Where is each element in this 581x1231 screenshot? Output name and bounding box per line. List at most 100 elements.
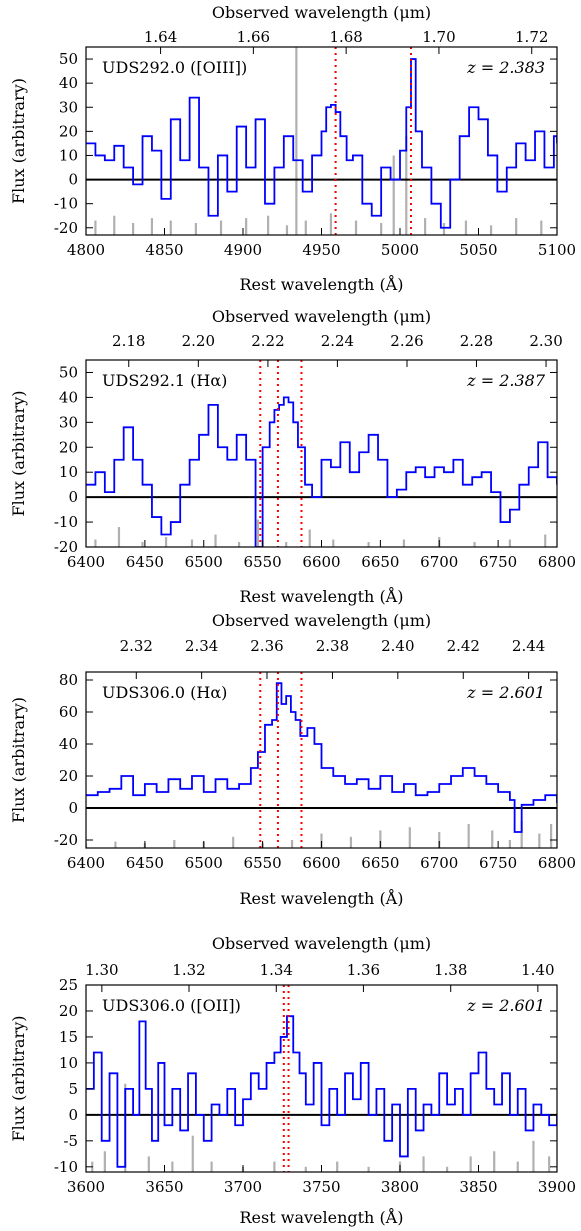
- x-tick-label: 6450: [126, 854, 164, 872]
- y-axis-label: Flux (arbitrary): [9, 697, 28, 823]
- top-tick-label: 2.18: [112, 332, 145, 350]
- top-tick-label: 1.30: [85, 961, 118, 979]
- x-tick-label: 6600: [302, 553, 340, 571]
- top-tick-label: 2.30: [529, 332, 562, 350]
- y-tick-label: 0: [68, 488, 78, 506]
- x-tick-label: 6700: [420, 854, 458, 872]
- x-tick-label: 6750: [479, 854, 517, 872]
- top-tick-label: 2.32: [120, 637, 153, 655]
- redshift-label: z = 2.601: [466, 996, 545, 1015]
- y-axis-label: Flux (arbitrary): [9, 78, 28, 204]
- top-tick-label: 1.34: [260, 961, 293, 979]
- top-tick-label: 2.24: [321, 332, 354, 350]
- top-tick-label: 2.44: [512, 637, 545, 655]
- redshift-label: z = 2.387: [466, 371, 546, 390]
- top-tick-label: 1.70: [422, 28, 455, 46]
- y-axis-label: Flux (arbitrary): [9, 391, 28, 517]
- panel-4: 3600 3650 3700 3750 3800 3850 3900-10-50510152…: [9, 934, 576, 1227]
- x-tick-label: 3800: [381, 1178, 419, 1196]
- top-axis-label: Observed wavelength (μm): [212, 307, 431, 326]
- top-tick-label: 2.36: [250, 637, 283, 655]
- y-tick-label: 40: [59, 735, 78, 753]
- x-tick-label: 6700: [420, 553, 458, 571]
- x-tick-label: 6800: [538, 854, 576, 872]
- panel-label: UDS292.0 ([OIII]): [102, 58, 247, 77]
- x-axis-label: Rest wavelength (Å): [240, 586, 404, 606]
- top-axis-label: Observed wavelength (μm): [212, 934, 431, 953]
- x-axis-label: Rest wavelength (Å): [240, 274, 404, 294]
- x-tick-label: 4900: [224, 241, 262, 259]
- x-tick-label: 3900: [538, 1178, 576, 1196]
- top-tick-label: 1.38: [434, 961, 467, 979]
- top-tick-label: 2.38: [316, 637, 349, 655]
- y-tick-label: 50: [59, 50, 78, 68]
- spectrum-line: [86, 1016, 557, 1167]
- top-tick-label: 2.42: [447, 637, 480, 655]
- redshift-label: z = 2.601: [466, 683, 545, 702]
- x-tick-label: 6550: [244, 553, 282, 571]
- x-tick-label: 6450: [126, 553, 164, 571]
- panel-3: 6400 6450 6500 6550 6600 6650 6700 6750 6800 -20 0…: [9, 611, 576, 908]
- y-tick-label: 10: [59, 146, 78, 164]
- spectrum-line: [86, 683, 557, 832]
- top-tick-label: 2.26: [390, 332, 423, 350]
- x-axis-label: Rest wavelength (Å): [240, 888, 404, 908]
- y-tick-label: -20: [54, 219, 78, 237]
- top-tick-label: 1.68: [329, 28, 362, 46]
- top-tick-label: 2.40: [381, 637, 414, 655]
- y-tick-label: 10: [59, 1054, 78, 1072]
- top-tick-label: 2.34: [185, 637, 218, 655]
- y-tick-label: 0: [68, 171, 78, 189]
- x-tick-label: 6750: [479, 553, 517, 571]
- y-tick-label: 60: [59, 703, 78, 721]
- x-tick-label: 6550: [244, 854, 282, 872]
- x-tick-label: 6650: [361, 553, 399, 571]
- y-tick-label: 15: [59, 1028, 78, 1046]
- top-tick-label: 2.28: [460, 332, 493, 350]
- y-tick-label: 0: [68, 1106, 78, 1124]
- y-tick-label: -20: [54, 538, 78, 556]
- y-tick-label: 40: [59, 388, 78, 406]
- x-tick-label: 6800: [538, 553, 576, 571]
- x-tick-label: 6400: [67, 854, 105, 872]
- x-tick-label: 6500: [185, 553, 223, 571]
- panel-1: 4800 4850 4900 4950 5000 5050 5100 -20 -10 0 10 20 3…: [9, 3, 576, 294]
- top-tick-label: 1.40: [521, 961, 554, 979]
- y-tick-label: 20: [59, 438, 78, 456]
- x-tick-label: 4950: [302, 241, 340, 259]
- y-tick-label: 40: [59, 74, 78, 92]
- top-tick-label: 1.36: [347, 961, 380, 979]
- y-tick-label: 20: [59, 122, 78, 140]
- panel-label: UDS306.0 ([OII]): [102, 996, 241, 1015]
- x-tick-label: 3600: [67, 1178, 105, 1196]
- top-tick-label: 2.22: [251, 332, 284, 350]
- x-tick-label: 5000: [381, 241, 419, 259]
- top-tick-label: 1.72: [515, 28, 548, 46]
- x-tick-label: 5100: [538, 241, 576, 259]
- y-tick-label: 10: [59, 463, 78, 481]
- top-axis-label: Observed wavelength (μm): [212, 3, 431, 22]
- y-tick-label: -10: [54, 513, 78, 531]
- y-tick-label: 25: [59, 976, 78, 994]
- y-tick-label: 20: [59, 767, 78, 785]
- top-axis-label: Observed wavelength (μm): [212, 611, 431, 630]
- y-tick-label: -20: [54, 831, 78, 849]
- y-tick-label: -5: [63, 1132, 78, 1150]
- y-tick-label: 30: [59, 98, 78, 116]
- x-tick-label: 3750: [302, 1178, 340, 1196]
- x-tick-label: 6500: [185, 854, 223, 872]
- y-tick-label: -10: [54, 195, 78, 213]
- y-tick-label: 80: [59, 671, 78, 689]
- top-tick-label: 1.32: [172, 961, 205, 979]
- y-tick-label: 30: [59, 413, 78, 431]
- x-tick-label: 6650: [361, 854, 399, 872]
- x-tick-label: 4850: [145, 241, 183, 259]
- top-tick-label: 1.66: [237, 28, 270, 46]
- x-tick-label: 3650: [145, 1178, 183, 1196]
- y-tick-label: 50: [59, 363, 78, 381]
- x-tick-label: 4800: [67, 241, 105, 259]
- x-tick-label: 3850: [459, 1178, 497, 1196]
- x-axis-label: Rest wavelength (Å): [240, 1207, 404, 1227]
- redshift-label: z = 2.383: [466, 58, 545, 77]
